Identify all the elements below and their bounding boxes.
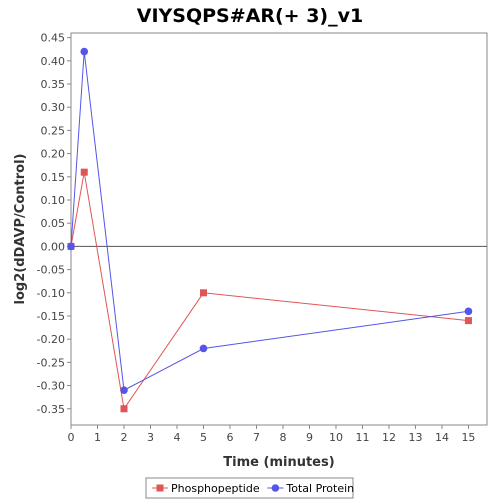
y-tick-label: 0.25 — [41, 124, 66, 137]
legend-item: Total Protein — [267, 482, 354, 495]
x-tick-label: 8 — [279, 431, 286, 444]
data-point — [464, 317, 472, 325]
y-tick-label: -0.10 — [37, 287, 65, 300]
series-layer — [67, 47, 487, 413]
data-point — [67, 242, 75, 251]
data-point — [199, 289, 207, 297]
y-tick-label: -0.15 — [37, 310, 65, 323]
y-tick-label: -0.35 — [37, 403, 65, 416]
x-tick-label: 3 — [147, 431, 154, 444]
x-tick-label: 13 — [408, 431, 422, 444]
y-tick-label: 0.45 — [41, 32, 66, 45]
legend-label: Phosphopeptide — [171, 482, 260, 495]
legend-item: Phosphopeptide — [152, 482, 260, 495]
y-tick-label: 0.40 — [41, 55, 66, 68]
legend-marker — [156, 484, 164, 492]
series-total-protein — [67, 47, 473, 395]
x-tick-label: 14 — [435, 431, 449, 444]
y-tick-label: 0.20 — [41, 148, 66, 161]
x-tick-label: 5 — [200, 431, 207, 444]
x-axis-label: Time (minutes) — [223, 455, 334, 470]
y-tick-label: -0.20 — [37, 333, 65, 346]
y-tick-label: 0.10 — [41, 194, 66, 207]
x-tick-label: 4 — [173, 431, 180, 444]
x-tick-label: 7 — [253, 431, 260, 444]
y-tick-label: -0.30 — [37, 380, 65, 393]
x-tick-label: 0 — [68, 431, 75, 444]
x-tick-label: 11 — [355, 431, 369, 444]
y-tick-label: 0.30 — [41, 101, 66, 114]
data-point — [120, 386, 128, 395]
data-point — [120, 405, 128, 413]
data-point — [80, 168, 88, 176]
x-tick-label: 12 — [382, 431, 396, 444]
legend: Phosphopeptide Total Protein — [145, 477, 354, 499]
y-axis-label: log2(dDAVP/Control) — [13, 154, 28, 305]
y-tick-label: 0.35 — [41, 78, 66, 91]
x-tick-label: 9 — [306, 431, 313, 444]
y-tick-label: 0.15 — [41, 171, 66, 184]
y-tick-label: 0.05 — [41, 217, 66, 230]
plot-frame — [70, 32, 488, 426]
x-tick-label: 6 — [226, 431, 233, 444]
y-tick-label: -0.25 — [37, 356, 65, 369]
y-axis: -0.35 -0.30 -0.25 -0.20 -0.15 -0.10 -0.05 0.00 0… — [37, 32, 71, 416]
data-point — [464, 307, 473, 316]
y-tick-label: 0.00 — [41, 240, 66, 253]
data-point — [199, 344, 208, 353]
legend-marker — [271, 484, 280, 492]
y-tick-label: -0.05 — [37, 264, 65, 277]
x-tick-label: 2 — [120, 431, 127, 444]
data-point — [80, 47, 89, 56]
plot-area — [70, 32, 488, 426]
x-axis: 0 1 2 3 4 5 6 7 8 9 10 11 12 13 14 15 — [68, 425, 475, 444]
chart-title: VIYSQPS#AR(+ 3)_v1 — [137, 5, 363, 27]
legend-label: Total Protein — [285, 482, 354, 495]
x-tick-label: 15 — [461, 431, 475, 444]
x-tick-label: 1 — [94, 431, 101, 444]
legend-box — [145, 477, 354, 499]
x-tick-label: 10 — [329, 431, 343, 444]
